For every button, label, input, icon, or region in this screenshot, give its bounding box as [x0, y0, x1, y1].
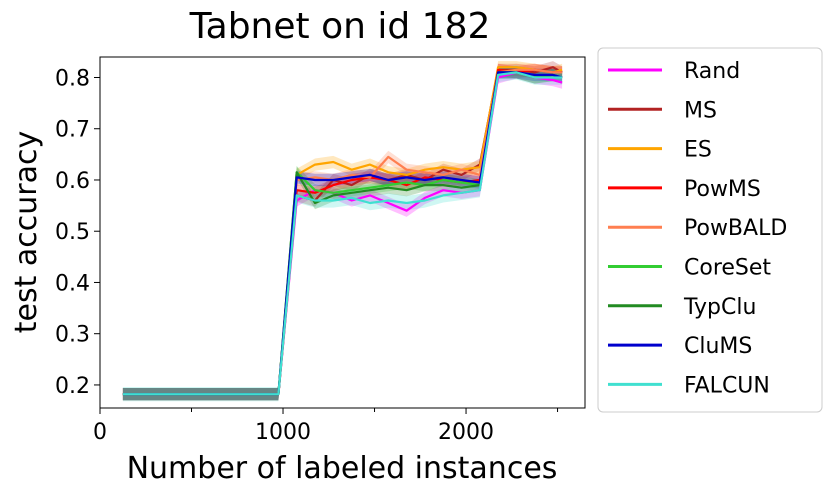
y-tick-label: 0.4	[55, 271, 90, 296]
x-tick-label: 1000	[255, 420, 311, 445]
series-lines	[122, 66, 563, 396]
y-tick-label: 0.6	[55, 169, 90, 194]
band-ms	[122, 61, 563, 401]
band-powbald	[122, 63, 563, 401]
legend-label-falcun: FALCUN	[684, 373, 770, 398]
legend-frame	[597, 47, 823, 413]
x-axis-label: Number of labeled instances	[127, 451, 558, 486]
band-rand	[122, 66, 563, 401]
legend-label-rand: Rand	[684, 59, 740, 84]
series-line-es	[122, 66, 563, 396]
y-tick-label: 0.3	[55, 323, 90, 348]
band-coreset	[122, 66, 563, 401]
series-line-powbald	[122, 68, 563, 396]
x-tick-label: 0	[93, 420, 107, 445]
legend: Rand MS ES PowMS PowBALD CoreSet TypClu CluMS FA…	[597, 47, 823, 413]
series-line-ms	[122, 66, 563, 396]
legend-label-es: ES	[684, 138, 712, 163]
legend-label-typclu: TypClu	[683, 295, 756, 320]
series-line-powms	[122, 68, 563, 396]
chart-title: Tabnet on id 182	[189, 6, 491, 47]
y-tick-label: 0.5	[55, 220, 90, 245]
series-line-coreset	[122, 71, 563, 396]
y-tick-label: 0.2	[55, 374, 90, 399]
y-tick-label: 0.7	[55, 118, 90, 143]
legend-label-powbald: PowBALD	[684, 216, 787, 241]
y-axis-label: test accuracy	[9, 131, 44, 334]
x-tick-label: 2000	[438, 420, 494, 445]
x-axis-ticks: 0 1000 2000	[93, 408, 559, 445]
band-clums	[122, 66, 563, 401]
plot-frame	[99, 56, 586, 409]
series-line-typclu	[122, 71, 563, 396]
legend-label-powms: PowMS	[684, 177, 761, 202]
y-tick-label: 0.8	[55, 66, 90, 91]
series-line-falcun	[122, 71, 563, 396]
series-line-rand	[122, 71, 563, 396]
band-falcun	[122, 65, 563, 402]
legend-label-clums: CluMS	[684, 334, 752, 359]
y-axis-ticks: 0.2 0.3 0.4 0.5 0.6 0.7 0.8	[55, 66, 100, 399]
band-es	[122, 61, 563, 401]
legend-label-ms: MS	[684, 98, 717, 123]
series-line-clums	[122, 71, 563, 396]
confidence-bands	[122, 61, 563, 402]
band-powms	[122, 63, 563, 401]
band-typclu	[122, 66, 563, 401]
legend-label-coreset: CoreSet	[684, 256, 771, 281]
